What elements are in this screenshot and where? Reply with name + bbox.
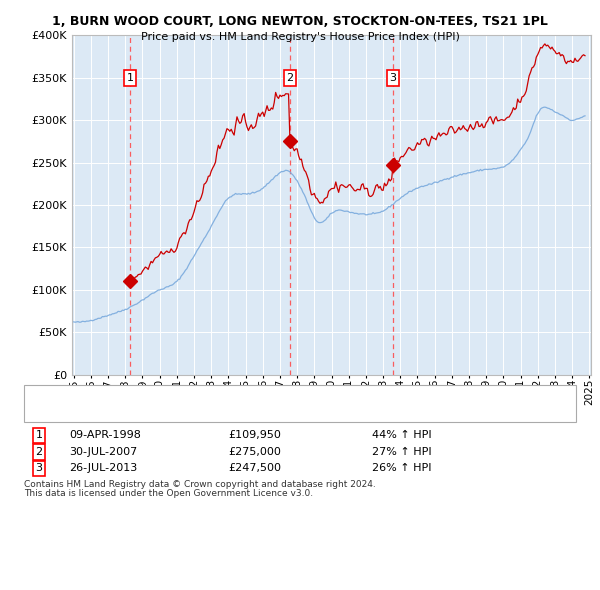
Text: 1, BURN WOOD COURT, LONG NEWTON, STOCKTON-ON-TEES, TS21 1PL (detached hous: 1, BURN WOOD COURT, LONG NEWTON, STOCKTO… bbox=[81, 401, 510, 411]
Text: Price paid vs. HM Land Registry's House Price Index (HPI): Price paid vs. HM Land Registry's House … bbox=[140, 32, 460, 42]
Text: 26-JUL-2013: 26-JUL-2013 bbox=[69, 464, 137, 473]
Text: 1: 1 bbox=[127, 73, 133, 83]
Text: ——: —— bbox=[39, 409, 67, 423]
Text: 26% ↑ HPI: 26% ↑ HPI bbox=[372, 464, 431, 473]
Text: HPI: Average price, detached house, Stockton-on-Tees: HPI: Average price, detached house, Stoc… bbox=[81, 411, 344, 421]
Text: 1: 1 bbox=[35, 431, 43, 440]
Text: 27% ↑ HPI: 27% ↑ HPI bbox=[372, 447, 431, 457]
Text: This data is licensed under the Open Government Licence v3.0.: This data is licensed under the Open Gov… bbox=[24, 489, 313, 499]
Text: 2: 2 bbox=[35, 447, 43, 457]
Text: 2: 2 bbox=[286, 73, 293, 83]
Text: 1, BURN WOOD COURT, LONG NEWTON, STOCKTON-ON-TEES, TS21 1PL: 1, BURN WOOD COURT, LONG NEWTON, STOCKTO… bbox=[52, 15, 548, 28]
Text: 30-JUL-2007: 30-JUL-2007 bbox=[69, 447, 137, 457]
Text: £247,500: £247,500 bbox=[228, 464, 281, 473]
Text: 3: 3 bbox=[35, 464, 43, 473]
Text: ——: —— bbox=[39, 399, 67, 413]
Text: 44% ↑ HPI: 44% ↑ HPI bbox=[372, 431, 431, 440]
Text: 09-APR-1998: 09-APR-1998 bbox=[69, 431, 141, 440]
Text: 3: 3 bbox=[389, 73, 397, 83]
Text: Contains HM Land Registry data © Crown copyright and database right 2024.: Contains HM Land Registry data © Crown c… bbox=[24, 480, 376, 490]
Text: £109,950: £109,950 bbox=[228, 431, 281, 440]
Text: £275,000: £275,000 bbox=[228, 447, 281, 457]
